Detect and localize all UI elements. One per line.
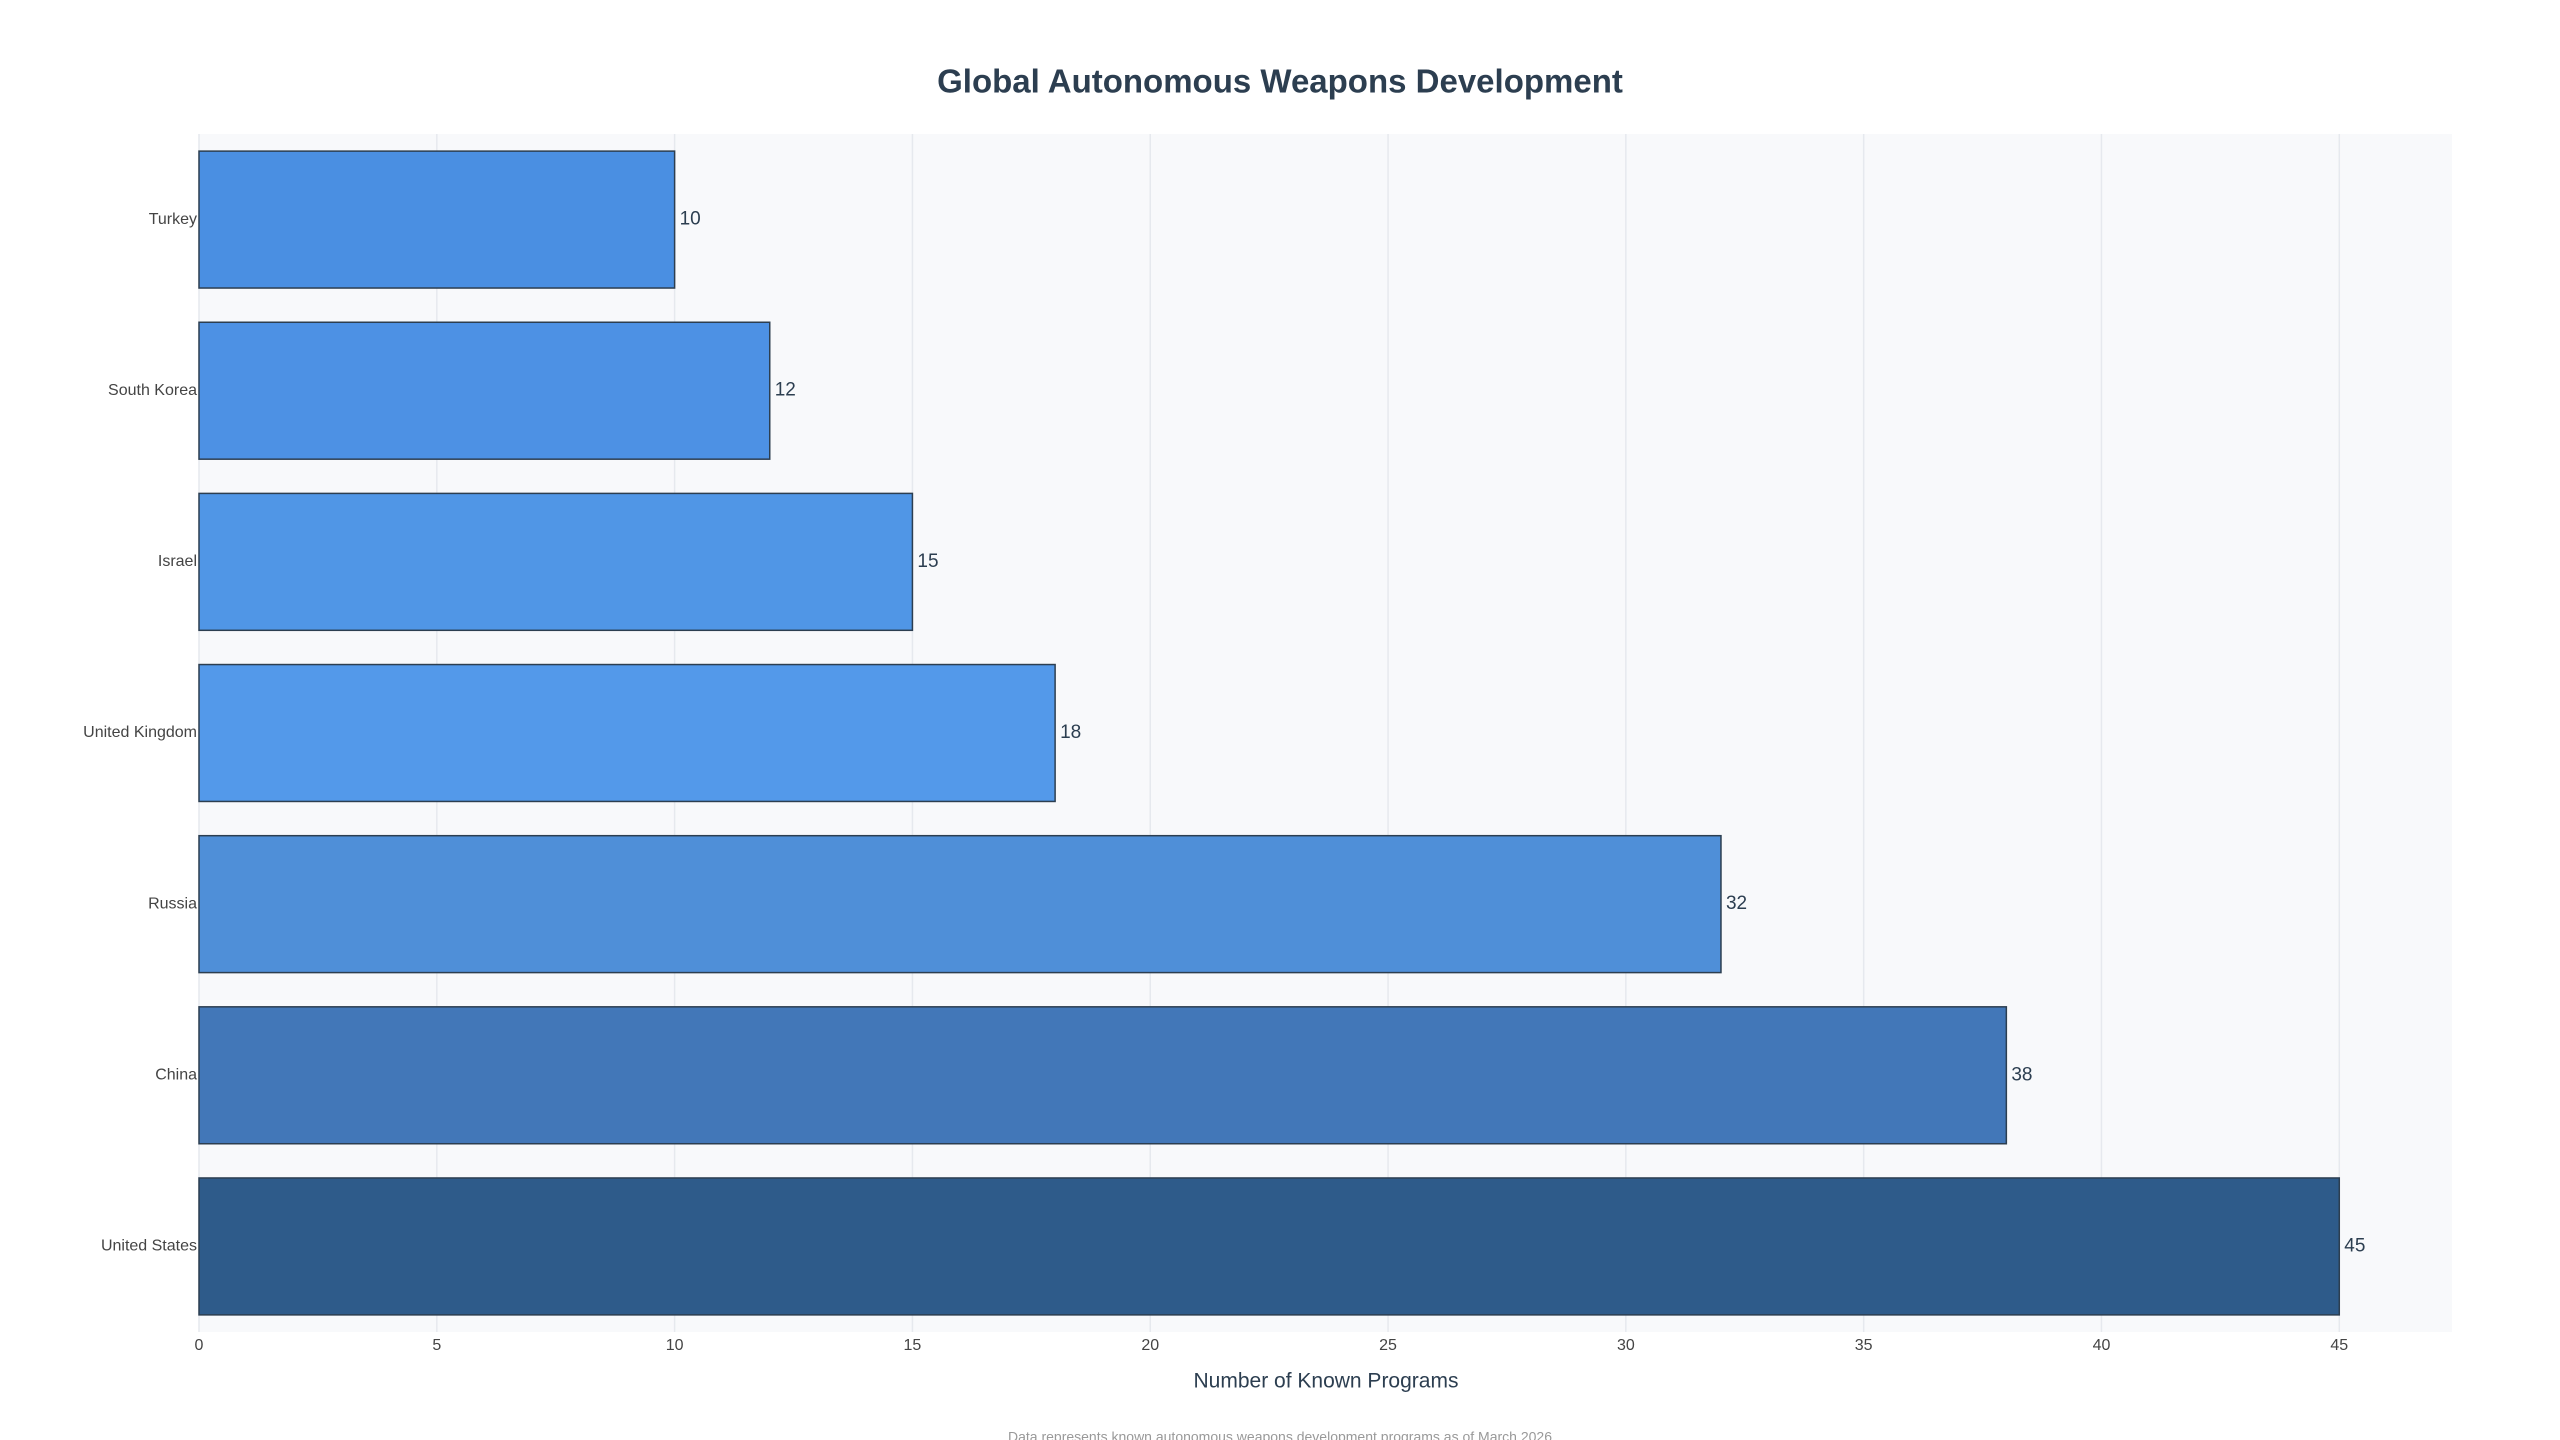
x-tick-label: 20 xyxy=(1141,1337,1159,1354)
footnote: Data represents known autonomous weapons… xyxy=(1008,1429,1552,1440)
x-tick-label: 15 xyxy=(904,1337,922,1354)
value-label: 32 xyxy=(1726,893,1747,914)
y-tick-label: Israel xyxy=(158,553,197,570)
x-tick-label: 0 xyxy=(195,1337,204,1354)
x-tick-label: 10 xyxy=(666,1337,684,1354)
y-tick-label: United States xyxy=(101,1238,197,1255)
bar xyxy=(198,663,1056,803)
value-label: 45 xyxy=(2344,1235,2365,1256)
bar xyxy=(198,834,1722,974)
x-tick-label: 5 xyxy=(432,1337,441,1354)
bar xyxy=(198,1006,2008,1145)
y-tick-label: Turkey xyxy=(149,211,197,228)
y-tick-label: Russia xyxy=(148,895,197,912)
bar xyxy=(198,492,914,632)
x-axis-title: Number of Known Programs xyxy=(1194,1370,1459,1393)
value-label: 15 xyxy=(917,551,938,572)
value-label: 10 xyxy=(680,209,701,230)
x-tick-label: 25 xyxy=(1379,1337,1397,1354)
x-tick-label: 40 xyxy=(2093,1337,2111,1354)
x-tick-label: 35 xyxy=(1855,1337,1873,1354)
bar xyxy=(198,150,676,289)
y-tick-label: United Kingdom xyxy=(83,724,197,741)
x-tick-label: 45 xyxy=(2330,1337,2348,1354)
bar xyxy=(198,1177,2341,1316)
y-tick-label: South Korea xyxy=(108,382,197,399)
chart-title: Global Autonomous Weapons Development xyxy=(937,63,1623,100)
bar xyxy=(198,321,771,460)
value-label: 12 xyxy=(775,380,796,401)
value-label: 18 xyxy=(1060,722,1081,743)
x-tick-label: 30 xyxy=(1617,1337,1635,1354)
y-tick-label: China xyxy=(155,1067,197,1084)
value-label: 38 xyxy=(2011,1064,2032,1085)
